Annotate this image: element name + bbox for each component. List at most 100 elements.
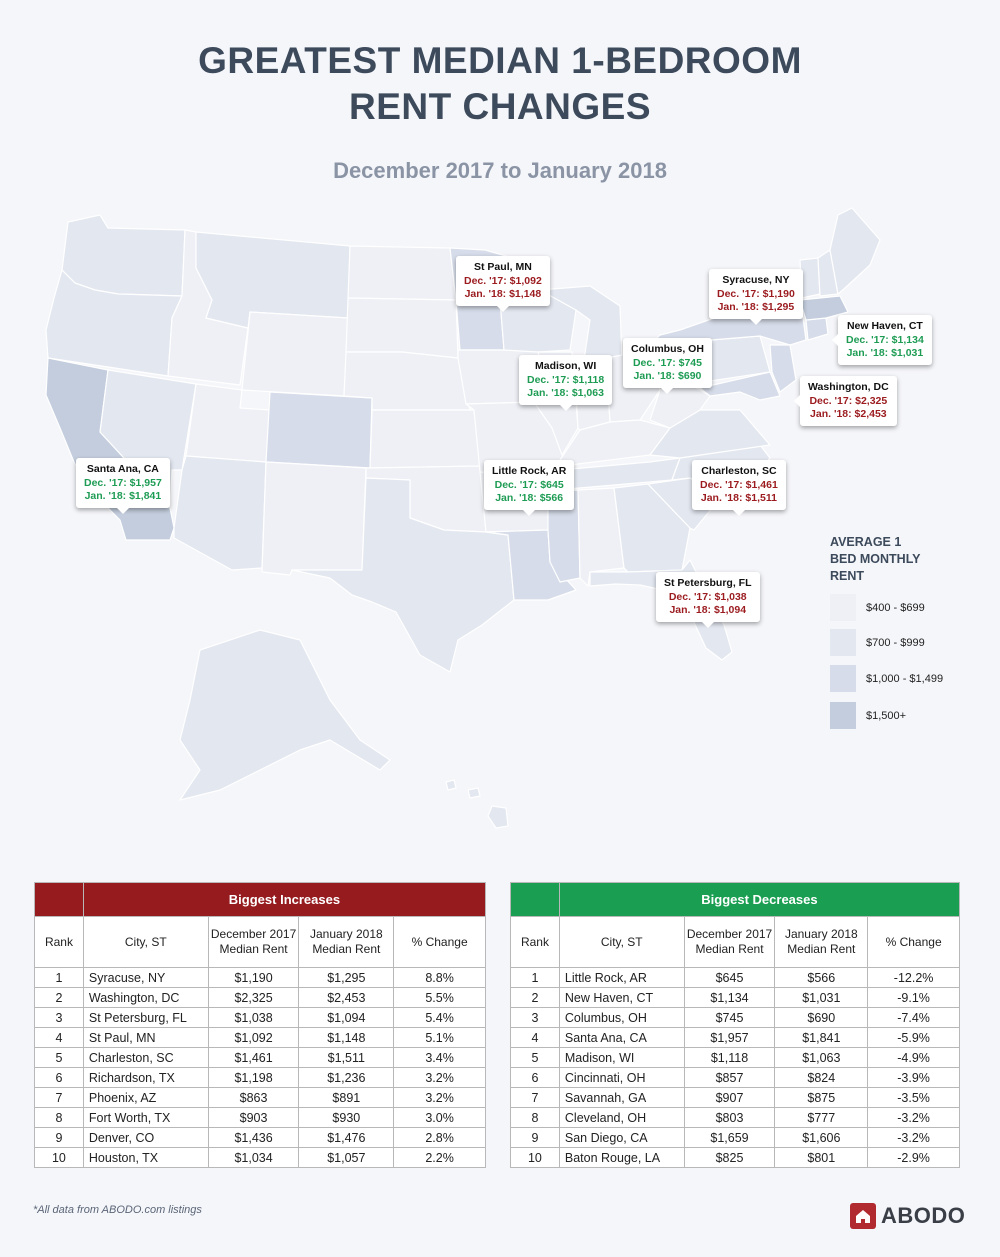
table-row: 1 Syracuse, NY $1,190 $1,295 8.8%	[34, 967, 486, 988]
subtitle: December 2017 to January 2018	[333, 158, 667, 183]
table-row: 6 Richardson, TX $1,198 $1,236 3.2%	[34, 1067, 486, 1088]
abodo-logo: ABODO	[850, 1203, 965, 1229]
pct-change-cell: 2.2%	[393, 1147, 486, 1168]
dec-rent-cell: $1,461	[207, 1047, 300, 1068]
state-colorado	[265, 391, 373, 469]
city-cell: Washington, DC	[82, 987, 209, 1008]
rank-cell: 8	[510, 1107, 560, 1128]
state-kentucky	[559, 419, 671, 466]
legend-item: $400 - $699	[830, 594, 925, 621]
dec-rent-cell: $745	[683, 1007, 776, 1028]
rank-cell: 6	[34, 1067, 84, 1088]
legend-item: $1,500+	[830, 702, 906, 729]
state-connecticut	[805, 317, 829, 341]
callout-st-petersburg: St Petersburg, FL Dec. '17: $1,038 Jan. …	[656, 572, 760, 628]
city-cell: Savannah, GA	[558, 1087, 685, 1108]
title-line-2: RENT CHANGES	[348, 86, 652, 127]
city-cell: Denver, CO	[82, 1127, 209, 1148]
dec-rent-cell: $907	[683, 1087, 776, 1108]
pct-change-cell: 3.2%	[393, 1067, 486, 1088]
jan-rent-cell: $1,094	[298, 1007, 395, 1028]
city-cell: Cleveland, OH	[558, 1107, 685, 1128]
rank-cell: 7	[510, 1087, 560, 1108]
dec-rent-cell: $803	[683, 1107, 776, 1128]
table-row: 2 New Haven, CT $1,134 $1,031 -9.1%	[510, 987, 960, 1008]
col-dec: December 2017 Median Rent	[683, 916, 776, 968]
city-cell: Houston, TX	[82, 1147, 209, 1168]
jan-rent-cell: $1,606	[774, 1127, 869, 1148]
band-spacer	[34, 882, 84, 917]
title-line-1: GREATEST MEDIAN 1-BEDROOM	[198, 40, 802, 81]
table-row: 10 Houston, TX $1,034 $1,057 2.2%	[34, 1147, 486, 1168]
pct-change-cell: -4.9%	[867, 1047, 960, 1068]
legend-swatch	[830, 702, 856, 729]
jan-rent-cell: $1,841	[774, 1027, 869, 1048]
rank-cell: 4	[34, 1027, 84, 1048]
col-jan: January 2018 Median Rent	[298, 916, 395, 968]
callout-little-rock: Little Rock, AR Dec. '17: $645 Jan. '18:…	[484, 460, 575, 516]
table-row: 9 Denver, CO $1,436 $1,476 2.8%	[34, 1127, 486, 1148]
city-cell: Richardson, TX	[82, 1067, 209, 1088]
pct-change-cell: 5.4%	[393, 1007, 486, 1028]
jan-rent-cell: $1,057	[298, 1147, 395, 1168]
table-row: 3 St Petersburg, FL $1,038 $1,094 5.4%	[34, 1007, 486, 1028]
dec-rent-cell: $645	[683, 967, 776, 988]
rank-cell: 4	[510, 1027, 560, 1048]
state-north-dakota	[347, 245, 457, 301]
pct-change-cell: 5.5%	[393, 987, 486, 1008]
biggest-decreases-title: Biggest Decreases	[558, 882, 961, 917]
state-kansas	[369, 409, 481, 469]
state-new-jersey	[769, 344, 797, 393]
dec-rent-cell: $1,190	[207, 967, 300, 988]
city-cell: Charleston, SC	[82, 1047, 209, 1068]
col-rank: Rank	[510, 916, 560, 968]
table-row: 4 Santa Ana, CA $1,957 $1,841 -5.9%	[510, 1027, 960, 1048]
dec-rent-cell: $903	[207, 1107, 300, 1128]
col-pct: % Change	[867, 916, 960, 968]
dec-rent-cell: $1,038	[207, 1007, 300, 1028]
rank-cell: 8	[34, 1107, 84, 1128]
callout-st-paul: St Paul, MN Dec. '17: $1,092 Jan. '18: $…	[456, 256, 550, 312]
jan-rent-cell: $875	[774, 1087, 869, 1108]
legend-swatch	[830, 665, 856, 692]
pct-change-cell: -3.5%	[867, 1087, 960, 1108]
callout-new-haven: New Haven, CT Dec. '17: $1,134 Jan. '18:…	[832, 315, 932, 365]
state-vermont	[799, 257, 821, 299]
jan-rent-cell: $566	[774, 967, 869, 988]
table-row: 7 Phoenix, AZ $863 $891 3.2%	[34, 1087, 486, 1108]
legend-item: $700 - $999	[830, 629, 925, 656]
state-new-mexico	[261, 461, 367, 576]
table-row: 5 Charleston, SC $1,461 $1,511 3.4%	[34, 1047, 486, 1068]
pct-change-cell: 2.8%	[393, 1127, 486, 1148]
dec-rent-cell: $1,436	[207, 1127, 300, 1148]
col-dec: December 2017 Median Rent	[207, 916, 300, 968]
dec-rent-cell: $1,034	[207, 1147, 300, 1168]
table-row: 8 Cleveland, OH $803 $777 -3.2%	[510, 1107, 960, 1128]
callout-madison: Madison, WI Dec. '17: $1,118 Jan. '18: $…	[519, 355, 613, 411]
jan-rent-cell: $891	[298, 1087, 395, 1108]
city-cell: San Diego, CA	[558, 1127, 685, 1148]
legend-swatch	[830, 629, 856, 656]
city-cell: Little Rock, AR	[558, 967, 685, 988]
dec-rent-cell: $2,325	[207, 987, 300, 1008]
dec-rent-cell: $857	[683, 1067, 776, 1088]
state-hawaii	[445, 779, 509, 829]
state-washington	[61, 214, 186, 297]
city-cell: St Paul, MN	[82, 1027, 209, 1048]
state-massachusetts	[799, 295, 849, 321]
rank-cell: 2	[34, 987, 84, 1008]
city-cell: Fort Worth, TX	[82, 1107, 209, 1128]
dec-rent-cell: $1,659	[683, 1127, 776, 1148]
col-city: City, ST	[82, 916, 209, 968]
rank-cell: 5	[510, 1047, 560, 1068]
jan-rent-cell: $777	[774, 1107, 869, 1128]
jan-rent-cell: $1,063	[774, 1047, 869, 1068]
legend-item: $1,000 - $1,499	[830, 665, 943, 692]
callout-columbus: Columbus, OH Dec. '17: $745 Jan. '18: $6…	[623, 338, 712, 394]
pct-change-cell: -9.1%	[867, 987, 960, 1008]
city-cell: St Petersburg, FL	[82, 1007, 209, 1028]
jan-rent-cell: $930	[298, 1107, 395, 1128]
pct-change-cell: -12.2%	[867, 967, 960, 988]
jan-rent-cell: $1,476	[298, 1127, 395, 1148]
jan-rent-cell: $1,031	[774, 987, 869, 1008]
